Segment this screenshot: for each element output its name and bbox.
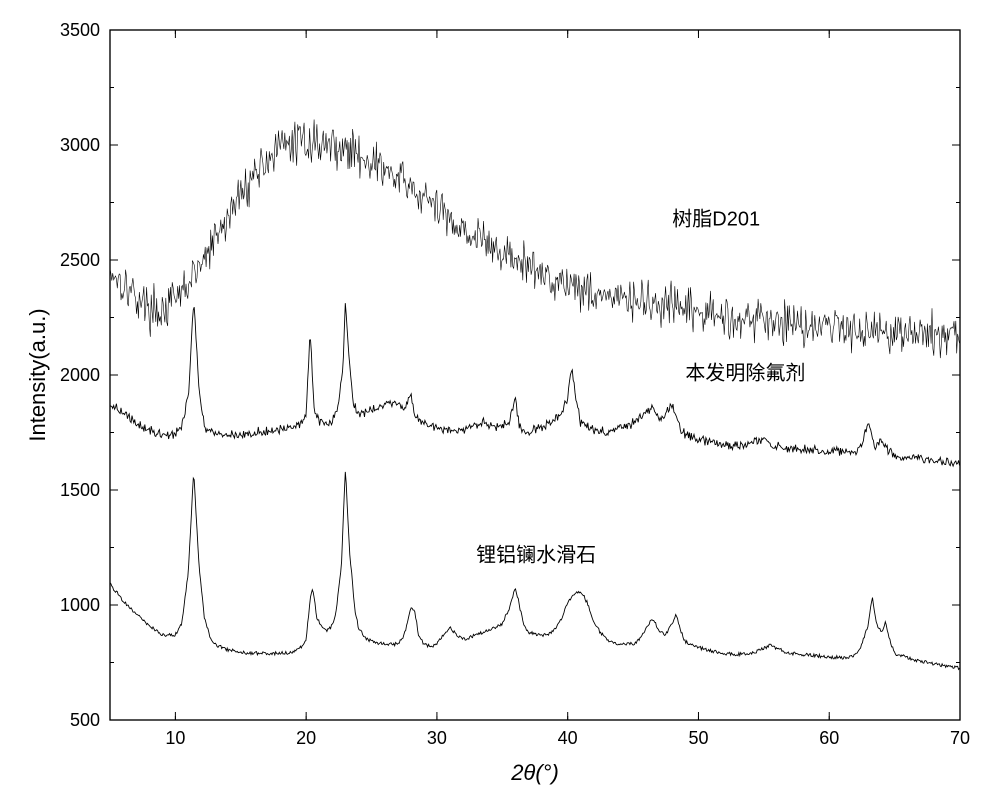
x-tick-label: 60 — [819, 728, 839, 748]
x-tick-label: 30 — [427, 728, 447, 748]
xrd-chart: 10 20 30 40 50 60 70 500 1000 1500 2000 2500 3000 350… — [0, 0, 1000, 800]
series-label-invention: 本发明除氟剂 — [685, 362, 805, 385]
x-tick-label: 40 — [558, 728, 578, 748]
series-label-hydrotalcite: 锂铝镧水滑石 — [476, 543, 596, 566]
series-label-resin: 树脂D201 — [672, 208, 760, 231]
y-tick-label: 1500 — [60, 480, 100, 500]
chart-svg: 10 20 30 40 50 60 70 500 1000 1500 2000 2500 3000 350… — [0, 0, 1000, 800]
y-tick-label: 2500 — [60, 250, 100, 270]
x-tick-label: 20 — [296, 728, 316, 748]
y-tick-label: 1000 — [60, 595, 100, 615]
y-tick-label: 3500 — [60, 20, 100, 40]
y-tick-label: 500 — [70, 710, 100, 730]
x-tick-label: 10 — [165, 728, 185, 748]
x-tick-label: 50 — [688, 728, 708, 748]
x-tick-label: 70 — [950, 728, 970, 748]
y-axis-label: Intensity(a.u.) — [25, 308, 50, 441]
y-tick-label: 2000 — [60, 365, 100, 385]
x-axis-label: 2θ(°) — [510, 760, 559, 785]
y-tick-label: 3000 — [60, 135, 100, 155]
